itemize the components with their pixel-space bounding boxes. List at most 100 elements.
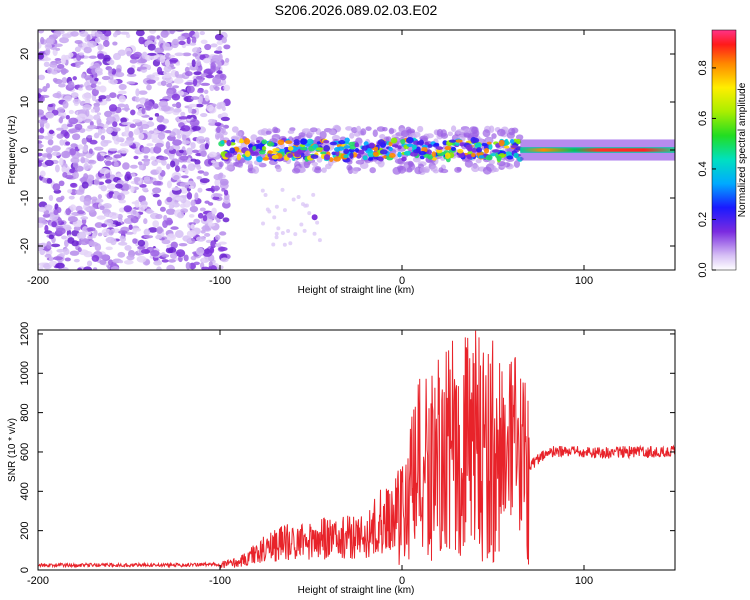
spectrogram-noise-blob <box>112 32 118 38</box>
spectrogram-band-blob <box>411 144 417 150</box>
spectrogram-band-blob <box>485 154 493 161</box>
spectrogram-noise-blob <box>45 83 50 89</box>
spectrogram-band-blob <box>344 137 350 143</box>
y-tick-label: 10 <box>19 96 31 108</box>
spectrogram-band-halo <box>231 126 239 133</box>
spectrogram-noise-blob <box>203 171 209 177</box>
spectrogram-noise-blob <box>40 36 45 45</box>
spectrogram-noise-blob <box>58 180 65 187</box>
spectrogram-noise-blob <box>152 130 162 134</box>
spectrogram-noise-blob <box>132 209 137 215</box>
spectrogram-noise-blob <box>67 189 73 194</box>
snr-x-ticks: -200 -100 0 100 <box>27 330 593 587</box>
spectrogram-band-halo <box>436 128 444 137</box>
spectrogram-band-blob <box>378 156 384 162</box>
spectrogram-band-halo <box>511 127 519 134</box>
spectrogram-band-halo <box>252 166 260 174</box>
spectrogram-band-blob <box>362 155 368 161</box>
spectrogram-noise-blob <box>186 85 195 94</box>
spectrogram-noise-blob <box>174 165 180 173</box>
x-tick-label: 100 <box>575 275 593 287</box>
spectrogram-band-blob <box>379 149 388 155</box>
spectrogram-noise-blob <box>108 147 118 152</box>
spectrogram-noise-blob <box>38 217 46 224</box>
spectrogram-noise-blob <box>145 55 151 62</box>
spectrogram-noise-blob <box>152 103 159 109</box>
spectrogram-noise-blob <box>61 150 71 159</box>
spectrogram-noise-blob <box>197 187 203 193</box>
spectrogram-noise-blob <box>312 231 317 236</box>
spectrogram-noise-blob <box>51 70 58 75</box>
spectrogram-noise-blob <box>39 127 45 134</box>
spectrogram-noise-blob <box>224 57 230 63</box>
colorbar: 0.0 0.2 0.4 0.6 0.8 Normalized spectral ampl… <box>697 29 748 278</box>
spectrogram-noise-blob <box>137 239 146 247</box>
spectrogram-noise-blob <box>143 158 150 167</box>
spectrogram-noise-blob <box>121 107 131 111</box>
spectrogram-noise-blob <box>138 90 148 95</box>
spectrogram-noise-blob <box>162 220 168 229</box>
spectrogram-noise-blob <box>162 42 171 51</box>
spectrogram-noise-blob <box>217 45 222 51</box>
spectrogram-noise-blob <box>141 107 146 115</box>
spectrogram-band-blob <box>431 151 436 158</box>
spectrogram-noise-blob <box>112 41 118 46</box>
spectrogram-band-blob <box>262 157 270 161</box>
spectrogram-band-blob <box>293 139 300 144</box>
spectrogram-noise-blob <box>75 62 81 69</box>
spectrogram-noise-blob <box>120 117 127 124</box>
spectrogram-noise-blob <box>180 111 186 117</box>
spectrogram-noise-blob <box>70 31 79 37</box>
spectrogram-band-halo <box>471 164 480 173</box>
spectrogram-band-blob <box>266 142 275 147</box>
spectrogram-noise-blob <box>124 244 132 251</box>
spectrogram-band-blob <box>412 148 421 154</box>
spectrogram-band-blob <box>486 141 492 145</box>
spectrogram-noise-blob <box>67 216 78 223</box>
spectrogram-band-halo <box>346 164 353 171</box>
spectrogram-noise-blob <box>154 142 164 148</box>
spectrogram-noise-blob <box>69 148 76 156</box>
spectrogram-band-blob <box>299 144 306 148</box>
spectrogram-noise-blob <box>216 102 222 110</box>
spectrogram-band-halo <box>426 133 434 139</box>
spectrogram-noise-blob <box>58 116 64 124</box>
spectrogram-noise-blob <box>97 53 105 60</box>
spectrogram-noise-blob <box>260 188 265 193</box>
spectrogram-noise-blob <box>147 43 156 51</box>
spectrogram-noise-blob <box>201 266 210 270</box>
spectrogram-noise-blob <box>169 30 176 35</box>
spectrogram-noise-blob <box>49 213 59 221</box>
spectrogram-noise-blob <box>170 40 179 49</box>
spectrogram-band-halo <box>438 167 444 173</box>
spectrogram-noise-blob <box>65 141 71 146</box>
spectrogram-noise-blob <box>195 103 204 108</box>
spectrogram-noise-blob <box>61 33 72 39</box>
spectrogram-noise-blob <box>178 40 186 46</box>
spectrogram-noise-blob <box>180 187 189 194</box>
spectrogram-band-halo <box>257 129 266 136</box>
spectrogram-noise-blob <box>72 76 77 81</box>
spectrogram-noise-blob <box>221 36 227 44</box>
spectrogram-noise-blob <box>56 107 65 113</box>
spectrogram-band-blob <box>229 147 236 154</box>
spectrogram-noise-blob <box>56 63 65 69</box>
spectrogram-noise-blob <box>134 96 140 103</box>
spectrogram-band-blob <box>358 149 365 155</box>
spectrogram-noise-blob <box>200 82 211 86</box>
spectrogram-noise-blob <box>39 266 44 270</box>
spectrogram-noise-blob <box>293 232 298 237</box>
spectrogram-noise-blob <box>102 202 112 209</box>
spectrogram-noise-blob <box>61 57 66 65</box>
spectrogram-band-blob <box>488 143 493 150</box>
spectrogram-band-halo <box>314 166 322 171</box>
spectrogram-noise-blob <box>191 59 196 68</box>
spectrogram-noise-blob <box>174 52 184 57</box>
spectrogram-noise-blob <box>220 116 230 122</box>
spectrogram-noise-blob <box>155 214 163 220</box>
spectrogram-x-label: Height of straight line (km) <box>298 285 415 296</box>
spectrogram-noise-blob <box>207 118 216 124</box>
spectrogram-noise-blob <box>160 105 171 112</box>
spectrogram-noise-blob <box>72 133 81 141</box>
spectrogram-noise-blob <box>61 77 68 84</box>
